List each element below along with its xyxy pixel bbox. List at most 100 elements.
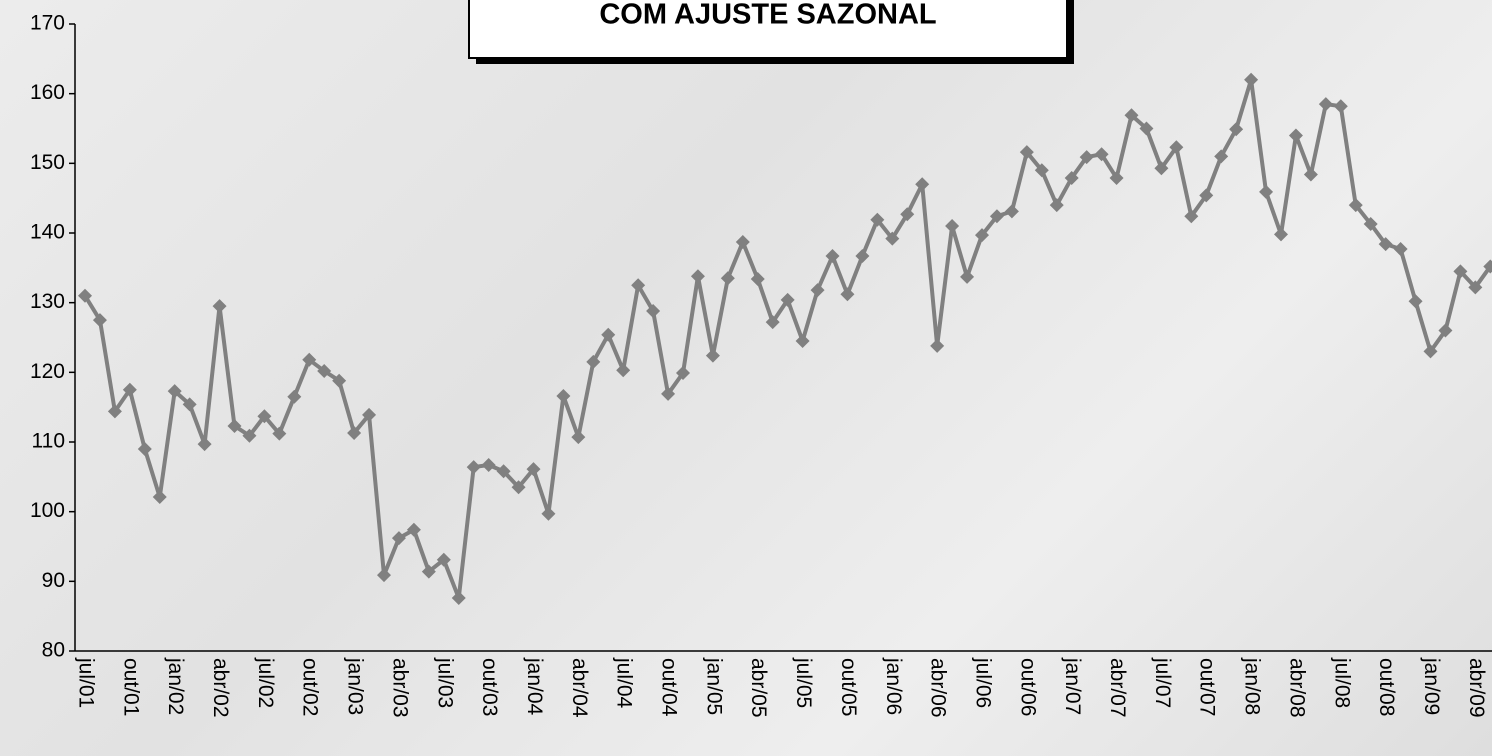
data-point [1169,140,1184,155]
data-point [182,397,197,412]
y-tick-label: 170 [30,12,65,35]
data-point [825,248,840,263]
x-tick-label: jan/07 [1061,657,1084,715]
x-tick-label: abr/05 [747,658,770,718]
data-point [272,426,287,441]
data-point [1049,198,1064,213]
data-point [885,231,900,246]
data-point [526,462,541,477]
data-point [601,327,616,342]
data-point [496,464,511,479]
data-point [945,219,960,234]
data-point [242,428,257,443]
data-point [227,418,242,433]
x-tick-label: out/05 [837,658,860,716]
x-tick-label: jul/07 [1151,657,1174,708]
x-tick-label: out/02 [299,658,322,716]
data-point [1034,163,1049,178]
data-point [152,490,167,505]
data-point [735,235,750,250]
x-tick-label: abr/06 [927,658,950,718]
data-point [287,389,302,404]
data-point [421,564,436,579]
data-point [855,248,870,263]
y-tick-label: 110 [32,430,65,453]
data-point [1408,294,1423,309]
data-point [1259,184,1274,199]
data-point [197,437,212,452]
y-tick-label: 120 [30,360,65,383]
x-tick-label: jul/01 [74,657,97,708]
data-point [1453,264,1468,279]
data-point [1124,108,1139,123]
data-point [466,460,481,475]
data-point [78,288,92,303]
data-point [1199,188,1214,203]
x-tick-label: out/08 [1375,658,1398,716]
data-point [765,315,780,330]
data-point [1288,128,1303,143]
data-point [810,283,825,298]
data-point [257,409,272,424]
data-point [616,363,631,378]
x-tick-label: jan/03 [344,657,367,715]
data-point [481,457,496,472]
data-point [975,228,989,243]
data-point [840,287,855,302]
data-point [915,177,930,192]
title-box [468,0,1068,59]
y-tick-label: 90 [42,569,65,592]
data-point [571,430,586,445]
data-point [661,386,676,401]
data-point [1333,99,1348,114]
x-tick-label: jan/04 [523,657,546,716]
y-tick-label: 130 [30,290,65,313]
data-point [541,506,556,521]
data-point [511,480,526,495]
x-tick-label: jan/08 [1241,657,1264,715]
x-tick-label: jul/06 [971,657,994,708]
x-tick-label: jan/09 [1420,657,1443,715]
x-tick-label: out/06 [1016,658,1039,716]
x-tick-label: jan/02 [164,657,187,715]
data-point [870,212,885,227]
data-point [1184,209,1199,224]
data-point [1139,121,1154,136]
x-tick-label: out/03 [478,658,501,716]
data-point [406,522,421,537]
data-point [317,363,332,378]
data-point [1109,170,1124,185]
data-point [1438,323,1453,338]
data-point [1483,259,1492,274]
x-tick-label: jul/08 [1330,657,1353,708]
data-point [1423,344,1438,359]
x-tick-label: jan/05 [702,657,725,715]
x-tick-label: jan/06 [882,657,905,715]
data-point [930,338,945,353]
x-tick-label: jul/03 [433,657,456,708]
data-point [1094,147,1109,162]
y-tick-label: 140 [30,221,65,244]
data-point [586,354,601,369]
x-tick-label: abr/07 [1106,658,1129,718]
data-point [676,366,690,381]
x-tick-label: abr/03 [388,658,411,718]
data-point [347,425,362,440]
data-point [1393,242,1408,257]
x-tick-label: abr/02 [209,658,232,718]
y-tick-label: 160 [30,81,65,104]
x-tick-label: out/01 [119,658,142,716]
data-point [750,271,765,286]
y-tick-label: 100 [30,499,65,522]
data-point [960,269,975,284]
data-point [302,352,317,367]
data-point [1004,204,1019,219]
data-point [1214,149,1229,164]
data-point [690,269,705,284]
data-point [107,404,122,419]
x-tick-label: jul/02 [254,657,277,708]
data-point [556,389,571,404]
data-point [137,441,152,456]
data-point [1154,161,1169,176]
